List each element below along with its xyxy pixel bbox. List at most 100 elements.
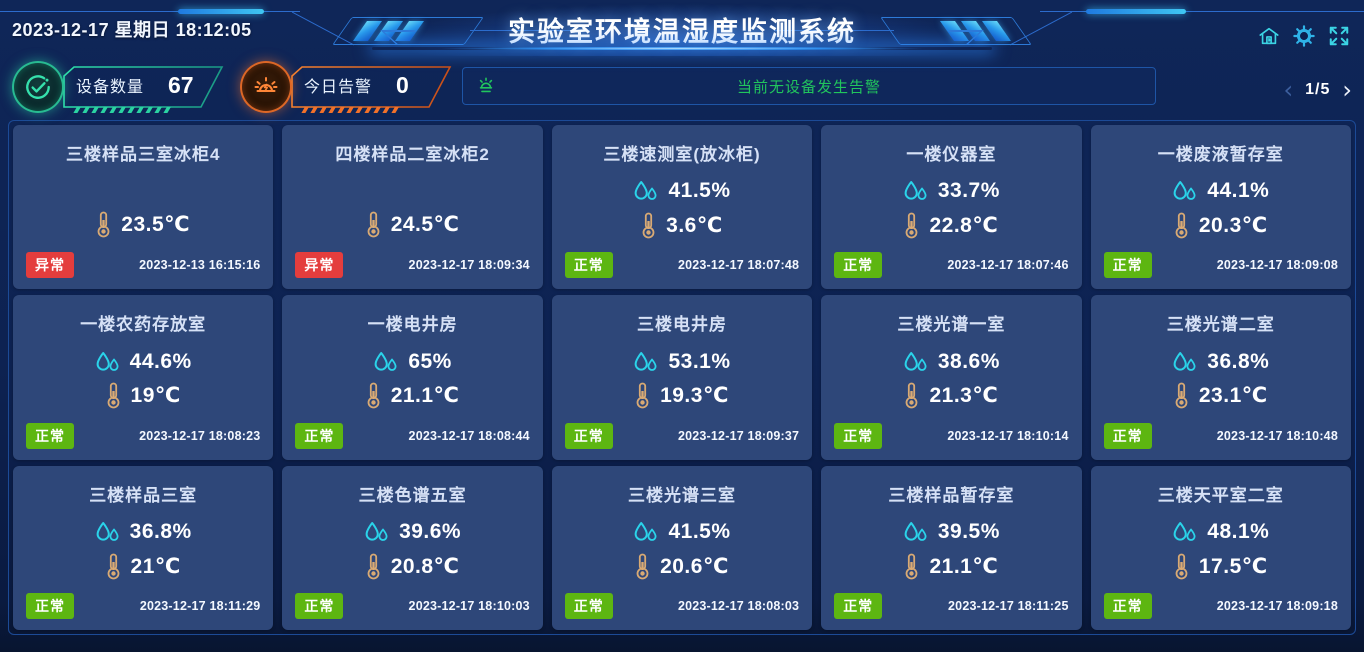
humidity-value: 53.1% (668, 349, 731, 373)
thermometer-icon (904, 553, 919, 580)
device-card[interactable]: 三楼样品三室 36.8% (13, 465, 274, 630)
device-card[interactable]: 一楼电井房 65% (282, 295, 543, 460)
device-name: 三楼样品三室冰柜4 (65, 145, 221, 164)
update-timestamp: 2023-12-17 18:09:37 (677, 428, 800, 443)
alarm-lamp-icon (240, 61, 292, 113)
humidity-icon (1172, 521, 1197, 543)
status-badge: 异常 (295, 252, 344, 279)
status-badge: 正常 (564, 592, 613, 619)
status-badge: 正常 (1103, 592, 1152, 619)
device-name: 一楼电井房 (367, 315, 458, 335)
device-name: 三楼色谱五室 (358, 485, 467, 505)
gear-icon[interactable] (1293, 25, 1315, 47)
device-card[interactable]: 三楼光谱三室 41.5% (551, 465, 813, 630)
temperature-value: 21.1℃ (929, 554, 999, 578)
temperature-row: 22.8℃ (904, 212, 998, 239)
page-indicator: 1/5 (1305, 81, 1331, 98)
device-card[interactable]: 三楼样品三室冰柜4 (13, 125, 274, 290)
status-badge: 正常 (834, 252, 883, 279)
temperature-value: 20.3℃ (1198, 213, 1268, 237)
temperature-value: 21℃ (130, 554, 181, 578)
status-badge: 正常 (834, 592, 883, 619)
humidity-value: 41.5% (668, 520, 731, 544)
device-name: 一楼废液暂存室 (1157, 145, 1284, 164)
update-timestamp: 2023-12-17 18:09:08 (1216, 258, 1338, 273)
device-name: 三楼天平室二室 (1157, 485, 1284, 505)
humidity-value: 65% (408, 349, 452, 373)
device-grid-container: 三楼样品三室冰柜4 (8, 120, 1356, 635)
device-card[interactable]: 三楼样品暂存室 39.5% (821, 465, 1082, 630)
alert-marquee-bar: 当前无设备发生告警 (462, 67, 1156, 105)
status-badge: 正常 (564, 422, 613, 449)
alarm-widget-frame (291, 66, 452, 113)
temperature-row: 21.3℃ (904, 382, 998, 409)
humidity-row: 65% (373, 350, 452, 374)
prev-page-button[interactable]: ‹ (1283, 76, 1294, 104)
humidity-icon (1172, 351, 1197, 373)
humidity-row: 36.8% (1172, 350, 1269, 374)
update-timestamp: 2023-12-17 18:10:48 (1216, 428, 1338, 443)
status-badge: 正常 (1103, 422, 1152, 449)
device-card[interactable]: 一楼废液暂存室 44.1% (1090, 125, 1351, 290)
home-icon[interactable] (1258, 25, 1280, 47)
thermometer-icon (1174, 382, 1189, 409)
humidity-row: 36.8% (95, 520, 192, 544)
device-name: 三楼光谱一室 (897, 315, 1006, 335)
temperature-row: 21.1℃ (366, 382, 460, 409)
humidity-value: 44.6% (129, 349, 192, 373)
temperature-value: 19℃ (130, 384, 181, 408)
device-card[interactable]: 一楼仪器室 33.7% (821, 125, 1082, 290)
update-timestamp: 2023-12-17 18:09:18 (1216, 598, 1338, 613)
humidity-row: 33.7% (903, 179, 1000, 203)
humidity-row: 53.1% (633, 350, 730, 374)
device-card[interactable]: 三楼天平室二室 48.1% (1090, 465, 1351, 630)
humidity-row: 39.6% (364, 520, 461, 544)
temperature-value: 20.6℃ (660, 554, 729, 578)
next-page-button[interactable]: › (1342, 76, 1352, 104)
header-line-left (0, 11, 300, 12)
device-widget-frame (63, 66, 224, 113)
device-card[interactable]: 四楼样品二室冰柜2 (282, 125, 543, 290)
humidity-row: 41.5% (633, 179, 730, 203)
device-card[interactable]: 一楼农药存放室 44.6% (13, 295, 274, 460)
device-card[interactable]: 三楼速测室(放冰柜) 41.5% (551, 125, 813, 290)
thermometer-icon (96, 211, 111, 238)
status-badge: 正常 (26, 422, 74, 449)
humidity-row: 38.6% (903, 350, 1000, 374)
thermometer-icon (1174, 553, 1189, 580)
device-name: 三楼光谱二室 (1166, 315, 1275, 335)
temperature-value: 3.6℃ (666, 213, 723, 237)
temperature-row: 20.8℃ (366, 553, 460, 580)
header-decoration-left (332, 17, 590, 45)
humidity-value: 36.8% (129, 520, 192, 544)
device-name: 三楼样品三室 (89, 485, 198, 505)
humidity-icon (633, 521, 658, 543)
humidity-row: 41.5% (633, 520, 730, 544)
temperature-value: 22.8℃ (929, 213, 999, 237)
humidity-icon (903, 351, 928, 373)
device-card[interactable]: 三楼光谱一室 38.6% (821, 295, 1082, 460)
temperature-row: 3.6℃ (641, 212, 723, 239)
humidity-row: 39.5% (903, 520, 1000, 544)
header-datetime: 2023-12-17 星期日 18:12:05 (12, 20, 252, 40)
thermometer-icon (635, 553, 650, 580)
status-badge: 正常 (26, 592, 74, 619)
temperature-row: 19.3℃ (635, 382, 729, 409)
title-underline-glow (372, 47, 992, 50)
device-card[interactable]: 三楼色谱五室 39.6% (282, 465, 543, 630)
status-badge: 异常 (26, 252, 74, 279)
header: 2023-12-17 星期日 18:12:05 实验室环境温湿度监测系统 (0, 0, 1364, 56)
device-card[interactable]: 三楼光谱二室 36.8% (1090, 295, 1351, 460)
update-timestamp: 2023-12-17 18:11:25 (948, 598, 1069, 613)
update-timestamp: 2023-12-17 18:07:48 (677, 258, 800, 273)
temperature-value: 24.5℃ (390, 213, 460, 237)
device-count-value: 67 (168, 71, 194, 98)
humidity-value: 48.1% (1207, 520, 1270, 544)
temperature-value: 21.3℃ (929, 384, 999, 408)
thermometer-icon (366, 553, 381, 580)
device-card[interactable]: 三楼电井房 53.1% (551, 295, 813, 460)
temperature-row: 21℃ (106, 553, 181, 580)
update-timestamp: 2023-12-17 18:11:29 (139, 598, 261, 613)
expand-icon[interactable] (1328, 25, 1350, 47)
status-badge: 正常 (295, 592, 344, 619)
